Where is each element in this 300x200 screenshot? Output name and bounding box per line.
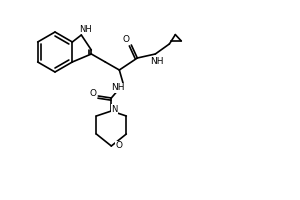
Text: O: O xyxy=(90,90,97,98)
Text: O: O xyxy=(123,34,130,44)
Text: O: O xyxy=(116,142,123,150)
Text: N: N xyxy=(111,104,118,114)
Text: NH: NH xyxy=(151,56,164,66)
Text: NH: NH xyxy=(79,24,92,33)
Text: NH: NH xyxy=(112,84,125,92)
